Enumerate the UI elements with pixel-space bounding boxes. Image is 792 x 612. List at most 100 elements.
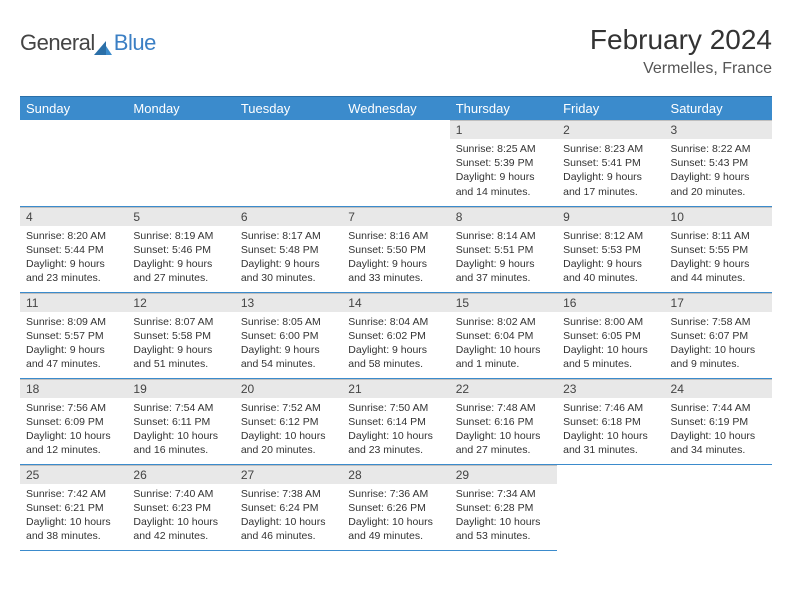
daylight-text-1: Daylight: 9 hours [133,343,228,357]
brand-logo: General Blue [20,30,156,56]
day-details: Sunrise: 8:05 AMSunset: 6:00 PMDaylight:… [235,312,342,376]
daylight-text-1: Daylight: 10 hours [348,515,443,529]
daylight-text-1: Daylight: 10 hours [241,515,336,529]
day-number: 16 [557,293,664,312]
daylight-text-1: Daylight: 9 hours [241,343,336,357]
daylight-text-2: and 9 minutes. [671,357,766,371]
daylight-text-1: Daylight: 9 hours [563,257,658,271]
calendar-cell: 1Sunrise: 8:25 AMSunset: 5:39 PMDaylight… [450,120,557,206]
sunrise-text: Sunrise: 8:04 AM [348,315,443,329]
daylight-text-1: Daylight: 10 hours [133,515,228,529]
day-details: Sunrise: 8:04 AMSunset: 6:02 PMDaylight:… [342,312,449,376]
day-number: 23 [557,379,664,398]
location-label: Vermelles, France [590,60,772,78]
day-number: 4 [20,207,127,226]
daylight-text-2: and 23 minutes. [348,443,443,457]
calendar-cell: 5Sunrise: 8:19 AMSunset: 5:46 PMDaylight… [127,206,234,292]
day-number: 25 [20,465,127,484]
calendar-row: 25Sunrise: 7:42 AMSunset: 6:21 PMDayligh… [20,464,772,550]
sunset-text: Sunset: 5:43 PM [671,156,766,170]
sunrise-text: Sunrise: 7:48 AM [456,401,551,415]
sunset-text: Sunset: 5:58 PM [133,329,228,343]
calendar-cell: 2Sunrise: 8:23 AMSunset: 5:41 PMDaylight… [557,120,664,206]
daylight-text-1: Daylight: 9 hours [671,257,766,271]
daylight-text-2: and 46 minutes. [241,529,336,543]
calendar-cell: 22Sunrise: 7:48 AMSunset: 6:16 PMDayligh… [450,378,557,464]
day-details: Sunrise: 7:58 AMSunset: 6:07 PMDaylight:… [665,312,772,376]
day-number: 11 [20,293,127,312]
day-number: 18 [20,379,127,398]
header: GeneralBlue February 2024 Vermelles, Fra… [20,24,772,78]
calendar-cell: 9Sunrise: 8:12 AMSunset: 5:53 PMDaylight… [557,206,664,292]
daylight-text-1: Daylight: 10 hours [563,343,658,357]
daylight-text-2: and 42 minutes. [133,529,228,543]
sunset-text: Sunset: 6:02 PM [348,329,443,343]
brand-part2: Blue [114,30,156,55]
calendar-cell: 6Sunrise: 8:17 AMSunset: 5:48 PMDaylight… [235,206,342,292]
weekday-header: Thursday [450,97,557,121]
day-number: 5 [127,207,234,226]
daylight-text-2: and 34 minutes. [671,443,766,457]
sunrise-text: Sunrise: 8:19 AM [133,229,228,243]
daylight-text-1: Daylight: 9 hours [133,257,228,271]
calendar-cell [127,120,234,206]
weekday-header: Friday [557,97,664,121]
sunset-text: Sunset: 6:14 PM [348,415,443,429]
sunrise-text: Sunrise: 7:52 AM [241,401,336,415]
sunset-text: Sunset: 5:50 PM [348,243,443,257]
day-number: 21 [342,379,449,398]
sunset-text: Sunset: 6:28 PM [456,501,551,515]
sunrise-text: Sunrise: 8:14 AM [456,229,551,243]
sunrise-text: Sunrise: 8:16 AM [348,229,443,243]
daylight-text-1: Daylight: 10 hours [348,429,443,443]
sunset-text: Sunset: 5:48 PM [241,243,336,257]
calendar-cell: 19Sunrise: 7:54 AMSunset: 6:11 PMDayligh… [127,378,234,464]
daylight-text-2: and 12 minutes. [26,443,121,457]
sunset-text: Sunset: 6:19 PM [671,415,766,429]
day-details: Sunrise: 8:11 AMSunset: 5:55 PMDaylight:… [665,226,772,290]
daylight-text-2: and 17 minutes. [563,185,658,199]
daylight-text-1: Daylight: 9 hours [26,257,121,271]
day-details: Sunrise: 7:50 AMSunset: 6:14 PMDaylight:… [342,398,449,462]
sunrise-text: Sunrise: 8:07 AM [133,315,228,329]
daylight-text-2: and 23 minutes. [26,271,121,285]
day-details: Sunrise: 8:02 AMSunset: 6:04 PMDaylight:… [450,312,557,376]
calendar-cell: 25Sunrise: 7:42 AMSunset: 6:21 PMDayligh… [20,464,127,550]
daylight-text-2: and 1 minute. [456,357,551,371]
calendar-cell: 27Sunrise: 7:38 AMSunset: 6:24 PMDayligh… [235,464,342,550]
sunrise-text: Sunrise: 7:54 AM [133,401,228,415]
logo-sail-icon [93,36,113,52]
day-details: Sunrise: 8:22 AMSunset: 5:43 PMDaylight:… [665,139,772,203]
calendar-table: Sunday Monday Tuesday Wednesday Thursday… [20,96,772,551]
calendar-row: 18Sunrise: 7:56 AMSunset: 6:09 PMDayligh… [20,378,772,464]
sunrise-text: Sunrise: 7:58 AM [671,315,766,329]
day-details: Sunrise: 7:38 AMSunset: 6:24 PMDaylight:… [235,484,342,548]
calendar-cell: 24Sunrise: 7:44 AMSunset: 6:19 PMDayligh… [665,378,772,464]
calendar-cell: 11Sunrise: 8:09 AMSunset: 5:57 PMDayligh… [20,292,127,378]
sunrise-text: Sunrise: 7:42 AM [26,487,121,501]
sunset-text: Sunset: 5:55 PM [671,243,766,257]
sunset-text: Sunset: 6:12 PM [241,415,336,429]
day-number: 27 [235,465,342,484]
day-number: 24 [665,379,772,398]
daylight-text-1: Daylight: 9 hours [563,170,658,184]
sunset-text: Sunset: 5:57 PM [26,329,121,343]
calendar-row: 1Sunrise: 8:25 AMSunset: 5:39 PMDaylight… [20,120,772,206]
day-number: 13 [235,293,342,312]
day-number: 14 [342,293,449,312]
calendar-cell: 10Sunrise: 8:11 AMSunset: 5:55 PMDayligh… [665,206,772,292]
weekday-header: Sunday [20,97,127,121]
sunset-text: Sunset: 6:00 PM [241,329,336,343]
daylight-text-2: and 31 minutes. [563,443,658,457]
day-number: 12 [127,293,234,312]
brand-part1: General [20,30,95,55]
calendar-cell: 21Sunrise: 7:50 AMSunset: 6:14 PMDayligh… [342,378,449,464]
sunrise-text: Sunrise: 8:11 AM [671,229,766,243]
sunrise-text: Sunrise: 7:56 AM [26,401,121,415]
daylight-text-2: and 40 minutes. [563,271,658,285]
day-details: Sunrise: 8:23 AMSunset: 5:41 PMDaylight:… [557,139,664,203]
day-details: Sunrise: 8:16 AMSunset: 5:50 PMDaylight:… [342,226,449,290]
daylight-text-2: and 47 minutes. [26,357,121,371]
day-details: Sunrise: 7:34 AMSunset: 6:28 PMDaylight:… [450,484,557,548]
calendar-cell: 15Sunrise: 8:02 AMSunset: 6:04 PMDayligh… [450,292,557,378]
